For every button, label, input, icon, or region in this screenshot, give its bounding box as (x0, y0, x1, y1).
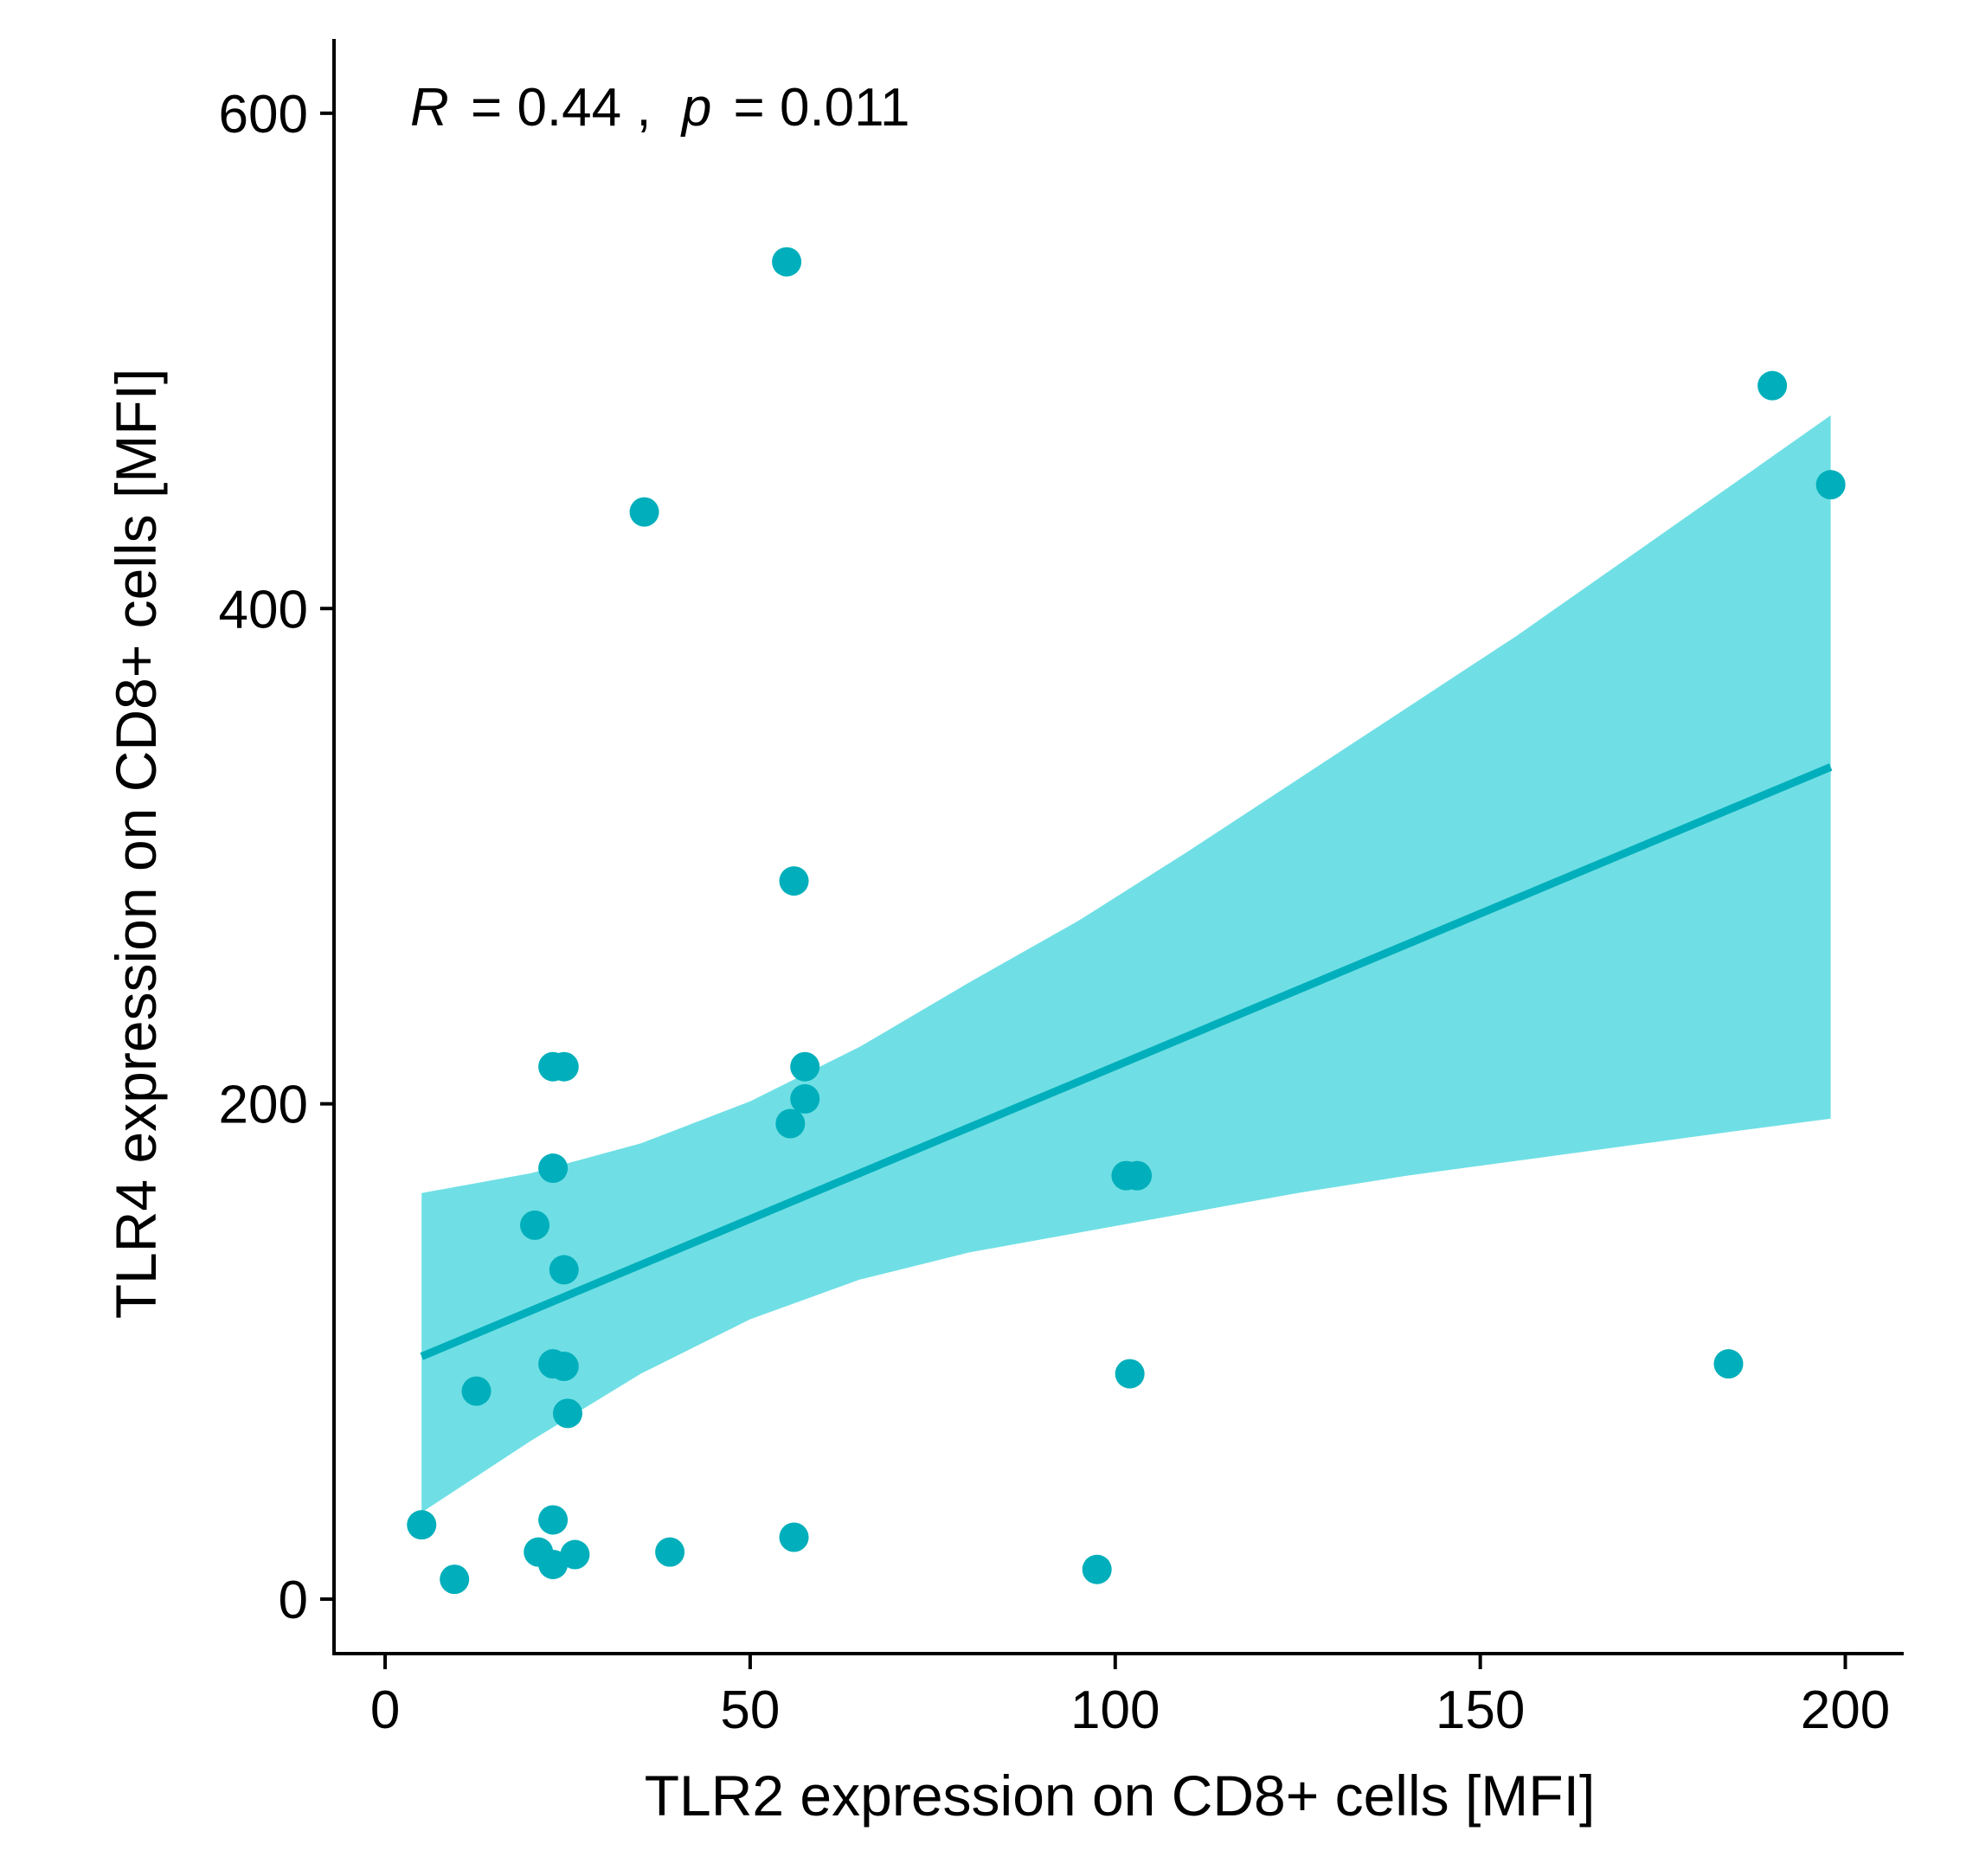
y-ticks: 0 200 400 600 (219, 85, 334, 1630)
data-point-19 (1115, 1359, 1145, 1389)
data-point-5 (779, 866, 809, 896)
confidence-band (421, 415, 1831, 1513)
data-point-1 (772, 247, 802, 277)
data-point-30 (440, 1564, 470, 1595)
regression-line (420, 763, 1833, 1360)
x-ticks: 0 50 100 150 200 (370, 1654, 1890, 1740)
x-tick-label-100: 100 (1070, 1680, 1160, 1740)
data-point-13 (1122, 1160, 1153, 1191)
data-point-27 (560, 1539, 590, 1570)
y-tick-label-200: 200 (219, 1076, 308, 1135)
x-tick-label-0: 0 (370, 1680, 400, 1740)
data-point-23 (538, 1505, 569, 1535)
data-point-18 (1713, 1349, 1744, 1379)
data-point-22 (407, 1510, 437, 1540)
y-tick-label-400: 400 (219, 580, 308, 639)
axes (332, 39, 1904, 1655)
data-point-8 (790, 1051, 820, 1082)
data-point-21 (552, 1398, 582, 1429)
data-point-24 (779, 1522, 809, 1552)
data-point-28 (538, 1549, 569, 1579)
data-point-17 (549, 1352, 579, 1382)
regression-line-layer (420, 763, 1833, 1360)
data-point-3 (1757, 370, 1788, 401)
data-point-7 (549, 1051, 579, 1082)
data-point-29 (1082, 1554, 1112, 1584)
confidence-band-layer (421, 415, 1831, 1513)
data-point-2 (629, 497, 659, 527)
data-point-26 (655, 1537, 685, 1567)
r-value: = 0.44 , (471, 78, 652, 138)
data-points-layer (407, 247, 1846, 1595)
data-point-4 (1815, 470, 1846, 500)
p-value: = 0.011 (734, 78, 910, 138)
x-axis-title: TLR2 expression on CD8+ cells [MFI] (645, 1764, 1596, 1828)
x-tick-label-150: 150 (1436, 1680, 1525, 1740)
p-symbol: p (680, 78, 711, 138)
y-axis-title: TLR4 expression on CD8+ cells [MFI] (104, 369, 168, 1320)
y-tick-label-600: 600 (219, 85, 308, 145)
data-point-10 (775, 1108, 806, 1139)
correlation-annotation: R = 0.44 , p = 0.011 (410, 78, 910, 138)
y-tick-label-0: 0 (279, 1571, 308, 1630)
data-point-14 (520, 1210, 550, 1240)
data-point-15 (549, 1255, 579, 1285)
x-tick-label-200: 200 (1801, 1680, 1890, 1740)
x-tick-label-50: 50 (720, 1680, 780, 1740)
data-point-20 (461, 1376, 492, 1406)
data-point-11 (538, 1153, 569, 1184)
r-symbol: R (410, 78, 449, 138)
data-point-9 (790, 1083, 820, 1114)
